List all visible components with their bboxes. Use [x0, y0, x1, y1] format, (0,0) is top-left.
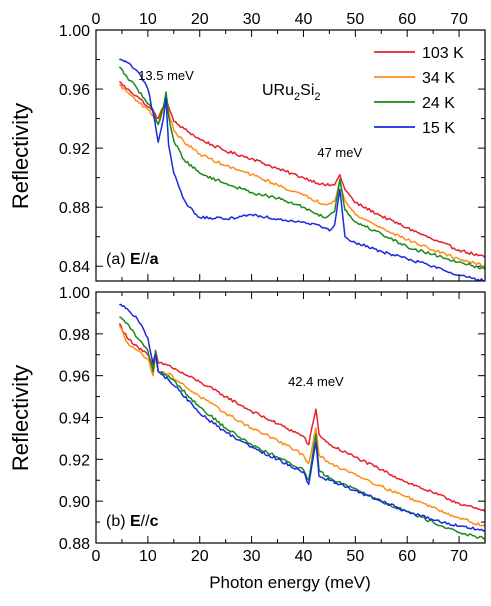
x-axis-label: Photon energy (meV) [209, 573, 371, 592]
series-line-24-k [118, 66, 485, 270]
series-line-24-k [119, 316, 485, 540]
y-tick-label: 0.84 [59, 259, 90, 276]
compound-label: URu2Si2 [262, 82, 321, 103]
panel-a-series [118, 58, 485, 281]
series-line-15-k [119, 58, 485, 281]
panel-a-top-xtick-labels: 0 10 20 30 40 50 60 70 [92, 11, 469, 28]
y-tick-label: 0.92 [59, 452, 90, 469]
y-tick-label: 0.90 [59, 494, 90, 511]
x-tick-label: 10 [139, 548, 157, 565]
legend-label: 34 K [422, 70, 455, 87]
legend-label: 15 K [422, 120, 455, 137]
x-tick-label-top: 50 [346, 11, 364, 28]
panel-a-frame [95, 29, 486, 282]
panel-a-ytick-labels: 1.00 0.96 0.92 0.88 0.84 [59, 23, 90, 276]
legend: 103 K 34 K 24 K 15 K [374, 45, 464, 137]
x-tick-label: 60 [398, 548, 416, 565]
y-tick-label: 0.94 [59, 411, 90, 428]
x-tick-label-top: 10 [139, 11, 157, 28]
x-tick-label: 30 [243, 548, 261, 565]
series-line-103-k [118, 81, 485, 258]
x-tick-label: 70 [450, 548, 468, 565]
x-tick-label-top: 30 [243, 11, 261, 28]
panel-b-label: (b) E//c [106, 513, 159, 530]
legend-label: 103 K [422, 45, 464, 62]
panel-b: 1.00 0.98 0.96 0.94 0.92 0.90 0.88 0 10 20 30 40 50… [8, 285, 486, 592]
y-tick-label: 0.96 [59, 82, 90, 99]
x-tick-label: 40 [295, 548, 313, 565]
panel-b-ylabel: Reflectivity [8, 365, 33, 471]
panel-a: 1.00 0.96 0.92 0.88 0.84 0 10 20 30 40 50 60 70 Ref… [8, 11, 486, 282]
panel-a-annotations: 13.5 meV 47 meV [138, 68, 362, 160]
y-tick-label: 1.00 [59, 23, 90, 40]
x-tick-label-top: 20 [191, 11, 209, 28]
legend-label: 24 K [422, 95, 455, 112]
panel-a-ylabel: Reflectivity [8, 103, 33, 209]
series-line-15-k [119, 303, 485, 532]
panel-a-label: (a) E//a [106, 251, 159, 268]
x-tick-label-top: 0 [92, 11, 101, 28]
x-tick-label: 0 [92, 548, 101, 565]
panel-b-annotations: 42.4 meV [288, 374, 344, 389]
y-tick-label: 1.00 [59, 285, 90, 302]
x-tick-label: 20 [191, 548, 209, 565]
x-tick-label-top: 40 [295, 11, 313, 28]
peak-annotation: 42.4 meV [288, 374, 344, 389]
panel-b-frame [95, 291, 486, 544]
panel-b-ytick-labels: 1.00 0.98 0.96 0.94 0.92 0.90 0.88 [59, 285, 90, 553]
y-tick-label: 0.88 [59, 536, 90, 553]
y-tick-label: 0.96 [59, 369, 90, 386]
x-tick-label-top: 60 [398, 11, 416, 28]
panel-b-series [118, 303, 485, 540]
series-line-34-k [118, 83, 485, 267]
panel-b-xtick-labels: 0 10 20 30 40 50 60 70 [92, 548, 469, 565]
y-tick-label: 0.88 [59, 200, 90, 217]
peak-annotation: 13.5 meV [138, 68, 194, 83]
y-tick-label: 0.92 [59, 141, 90, 158]
x-tick-label: 50 [346, 548, 364, 565]
panel-a-ticks [95, 29, 486, 281]
series-line-103-k [118, 322, 485, 513]
peak-annotation: 47 meV [317, 145, 362, 160]
x-tick-label-top: 70 [450, 11, 468, 28]
series-line-34-k [118, 325, 485, 527]
y-tick-label: 0.98 [59, 327, 90, 344]
